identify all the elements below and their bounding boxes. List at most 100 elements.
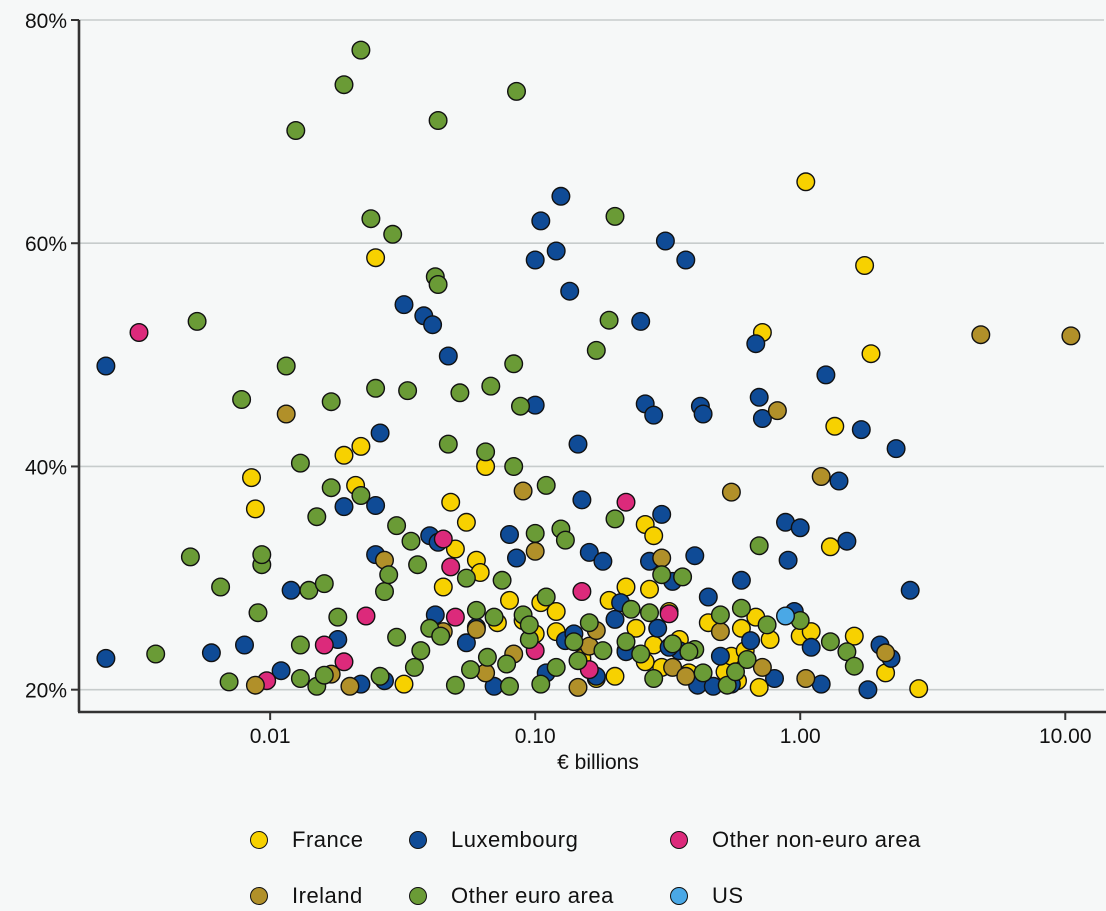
point-other-non-euro-area bbox=[445, 607, 465, 627]
point-ireland bbox=[971, 325, 991, 345]
point-luxembourg bbox=[710, 646, 730, 666]
y-tick-label: 80% bbox=[25, 10, 67, 33]
point-luxembourg bbox=[829, 471, 849, 491]
point-other-euro-area bbox=[605, 206, 625, 226]
point-france bbox=[605, 666, 625, 686]
point-france bbox=[640, 579, 660, 599]
legend-swatch bbox=[670, 887, 688, 905]
point-luxembourg bbox=[593, 551, 613, 571]
point-other-euro-area bbox=[593, 641, 613, 661]
point-other-euro-area bbox=[844, 656, 864, 676]
point-ireland bbox=[710, 622, 730, 642]
point-other-euro-area bbox=[290, 635, 310, 655]
point-other-euro-area bbox=[146, 644, 166, 664]
point-other-euro-area bbox=[370, 666, 390, 686]
point-ireland bbox=[721, 482, 741, 502]
point-other-euro-area bbox=[663, 634, 683, 654]
point-france bbox=[351, 436, 371, 456]
point-other-euro-area bbox=[314, 665, 334, 685]
point-luxembourg bbox=[698, 587, 718, 607]
x-tick-label: 10.00 bbox=[1039, 725, 1092, 748]
point-other-euro-area bbox=[631, 644, 651, 664]
point-other-euro-area bbox=[321, 392, 341, 412]
point-luxembourg bbox=[746, 334, 766, 354]
point-france bbox=[626, 618, 646, 638]
point-other-non-euro-area bbox=[572, 582, 592, 602]
point-ireland bbox=[796, 669, 816, 689]
point-other-euro-area bbox=[679, 642, 699, 662]
point-ireland bbox=[876, 643, 896, 663]
point-other-euro-area bbox=[379, 565, 399, 585]
point-luxembourg bbox=[741, 631, 761, 651]
point-other-euro-area bbox=[579, 613, 599, 633]
point-france bbox=[644, 526, 664, 546]
point-other-euro-area bbox=[599, 310, 619, 330]
point-other-non-euro-area bbox=[334, 652, 354, 672]
point-luxembourg bbox=[96, 648, 116, 668]
point-other-non-euro-area bbox=[659, 604, 679, 624]
point-luxembourg bbox=[281, 580, 301, 600]
point-ireland bbox=[568, 677, 588, 697]
point-france bbox=[433, 577, 453, 597]
point-other-euro-area bbox=[511, 396, 531, 416]
point-other-euro-area bbox=[644, 669, 664, 689]
point-other-euro-area bbox=[536, 587, 556, 607]
point-luxembourg bbox=[676, 250, 696, 270]
point-other-euro-area bbox=[219, 672, 239, 692]
legend-swatch bbox=[250, 831, 268, 849]
point-other-euro-area bbox=[525, 523, 545, 543]
point-luxembourg bbox=[370, 423, 390, 443]
point-luxembourg bbox=[572, 490, 592, 510]
point-luxembourg bbox=[546, 241, 566, 261]
point-other-non-euro-area bbox=[356, 606, 376, 626]
point-other-euro-area bbox=[586, 340, 606, 360]
point-other-non-euro-area bbox=[441, 557, 461, 577]
point-luxembourg bbox=[685, 546, 705, 566]
point-other-euro-area bbox=[321, 478, 341, 498]
point-other-euro-area bbox=[290, 453, 310, 473]
point-luxembourg bbox=[525, 250, 545, 270]
point-luxembourg bbox=[652, 504, 672, 524]
point-other-euro-area bbox=[568, 651, 588, 671]
legend-item-france: France bbox=[250, 827, 363, 853]
point-luxembourg bbox=[366, 496, 386, 516]
point-luxembourg bbox=[456, 633, 476, 653]
point-other-euro-area bbox=[276, 356, 296, 376]
point-luxembourg bbox=[778, 550, 798, 570]
point-other-euro-area bbox=[307, 507, 327, 527]
point-luxembourg bbox=[560, 281, 580, 301]
point-luxembourg bbox=[886, 439, 906, 459]
point-other-euro-area bbox=[411, 641, 431, 661]
point-luxembourg bbox=[765, 669, 785, 689]
point-luxembourg bbox=[752, 409, 772, 429]
point-luxembourg bbox=[837, 531, 857, 551]
point-luxembourg bbox=[271, 661, 291, 681]
point-france bbox=[394, 674, 414, 694]
point-other-non-euro-area bbox=[616, 492, 636, 512]
x-tick-label: 1.00 bbox=[780, 725, 821, 748]
point-other-euro-area bbox=[334, 75, 354, 95]
point-other-euro-area bbox=[726, 662, 746, 682]
point-other-euro-area bbox=[328, 607, 348, 627]
point-other-euro-area bbox=[484, 607, 504, 627]
point-luxembourg bbox=[801, 637, 821, 657]
point-other-euro-area bbox=[820, 632, 840, 652]
point-luxembourg bbox=[790, 518, 810, 538]
point-france bbox=[241, 468, 261, 488]
y-tick-label: 60% bbox=[25, 233, 67, 256]
point-other-euro-area bbox=[387, 627, 407, 647]
legend-label: US bbox=[712, 883, 744, 908]
point-other-euro-area bbox=[477, 647, 497, 667]
point-luxembourg bbox=[648, 618, 668, 638]
point-luxembourg bbox=[655, 231, 675, 251]
legend-label: France bbox=[292, 827, 364, 852]
point-luxembourg bbox=[631, 311, 651, 331]
y-tick-label: 20% bbox=[25, 680, 67, 703]
point-other-euro-area bbox=[366, 378, 386, 398]
point-other-non-euro-area bbox=[129, 323, 149, 343]
point-luxembourg bbox=[234, 635, 254, 655]
point-luxembourg bbox=[96, 356, 116, 376]
legend-swatch bbox=[250, 887, 268, 905]
legend-item-other-euro-area: Other euro area bbox=[409, 883, 614, 909]
point-luxembourg bbox=[579, 542, 599, 562]
